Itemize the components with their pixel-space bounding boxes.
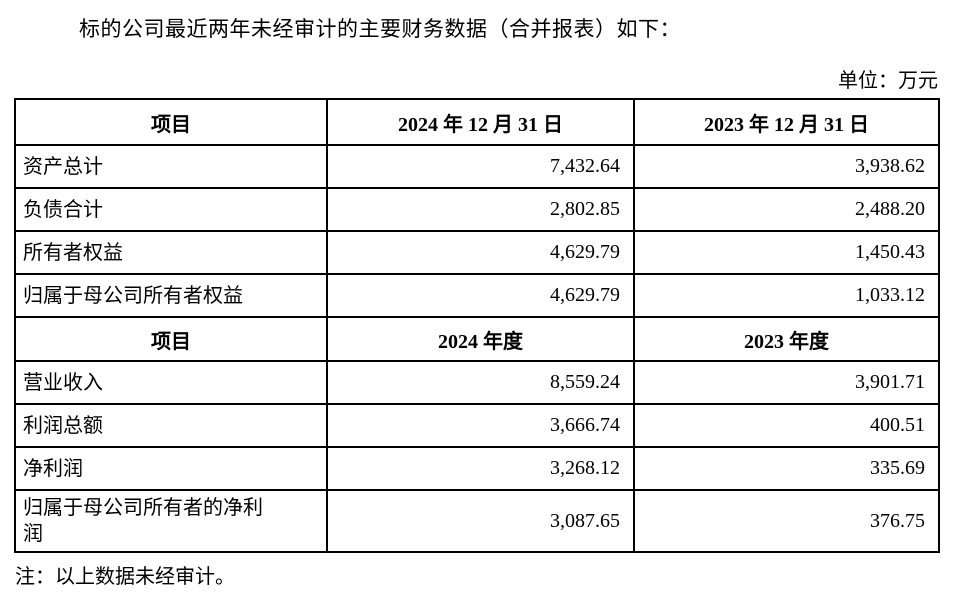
unit-label: 单位：万元 — [838, 70, 938, 92]
value-2023: 376.75 — [633, 489, 940, 553]
value-2024: 3,087.65 — [326, 489, 635, 553]
financial-data-table: 项目 2024 年 12 月 31 日 2023 年 12 月 31 日 资产总… — [14, 98, 940, 553]
row-label: 资产总计 — [14, 144, 328, 189]
table-row-parent-equity: 归属于母公司所有者权益 4,629.79 1,033.12 — [14, 273, 940, 318]
row-label: 利润总额 — [14, 403, 328, 448]
col-header-fy2023: 2023 年度 — [633, 316, 940, 362]
value-2023: 3,938.62 — [633, 144, 940, 189]
value-2023: 1,033.12 — [633, 273, 940, 318]
col-header-item: 项目 — [14, 98, 328, 146]
value-2024: 8,559.24 — [326, 360, 635, 405]
col-header-2024-12-31: 2024 年 12 月 31 日 — [326, 98, 635, 146]
row-label: 营业收入 — [14, 360, 328, 405]
table-row-parent-net-profit: 归属于母公司所有者的净利润 3,087.65 376.75 — [14, 489, 940, 553]
table-row-net-profit: 净利润 3,268.12 335.69 — [14, 446, 940, 491]
row-label: 归属于母公司所有者权益 — [14, 273, 328, 318]
table-row-owners-equity: 所有者权益 4,629.79 1,450.43 — [14, 230, 940, 275]
value-2024: 7,432.64 — [326, 144, 635, 189]
section2-header-row: 项目 2024 年度 2023 年度 — [14, 316, 940, 362]
row-label: 归属于母公司所有者的净利润 — [14, 489, 328, 553]
value-2024: 2,802.85 — [326, 187, 635, 232]
table-row-operating-revenue: 营业收入 8,559.24 3,901.71 — [14, 360, 940, 405]
section1-header-row: 项目 2024 年 12 月 31 日 2023 年 12 月 31 日 — [14, 98, 940, 146]
value-2023: 2,488.20 — [633, 187, 940, 232]
table-row-total-profit: 利润总额 3,666.74 400.51 — [14, 403, 940, 448]
value-2024: 4,629.79 — [326, 273, 635, 318]
value-2024: 4,629.79 — [326, 230, 635, 275]
value-2024: 3,666.74 — [326, 403, 635, 448]
col-header-fy2024: 2024 年度 — [326, 316, 635, 362]
col-header-2023-12-31: 2023 年 12 月 31 日 — [633, 98, 940, 146]
value-2023: 1,450.43 — [633, 230, 940, 275]
value-2023: 3,901.71 — [633, 360, 940, 405]
table-row-total-assets: 资产总计 7,432.64 3,938.62 — [14, 144, 940, 189]
col-header-item-2: 项目 — [14, 316, 328, 362]
value-2023: 400.51 — [633, 403, 940, 448]
document-title: 标的公司最近两年未经审计的主要财务数据（合并报表）如下： — [79, 17, 681, 41]
table-row-total-liabilities: 负债合计 2,802.85 2,488.20 — [14, 187, 940, 232]
row-label: 负债合计 — [14, 187, 328, 232]
value-2023: 335.69 — [633, 446, 940, 491]
value-2024: 3,268.12 — [326, 446, 635, 491]
footnote: 注：以上数据未经审计。 — [15, 566, 235, 588]
row-label: 所有者权益 — [14, 230, 328, 275]
row-label: 净利润 — [14, 446, 328, 491]
